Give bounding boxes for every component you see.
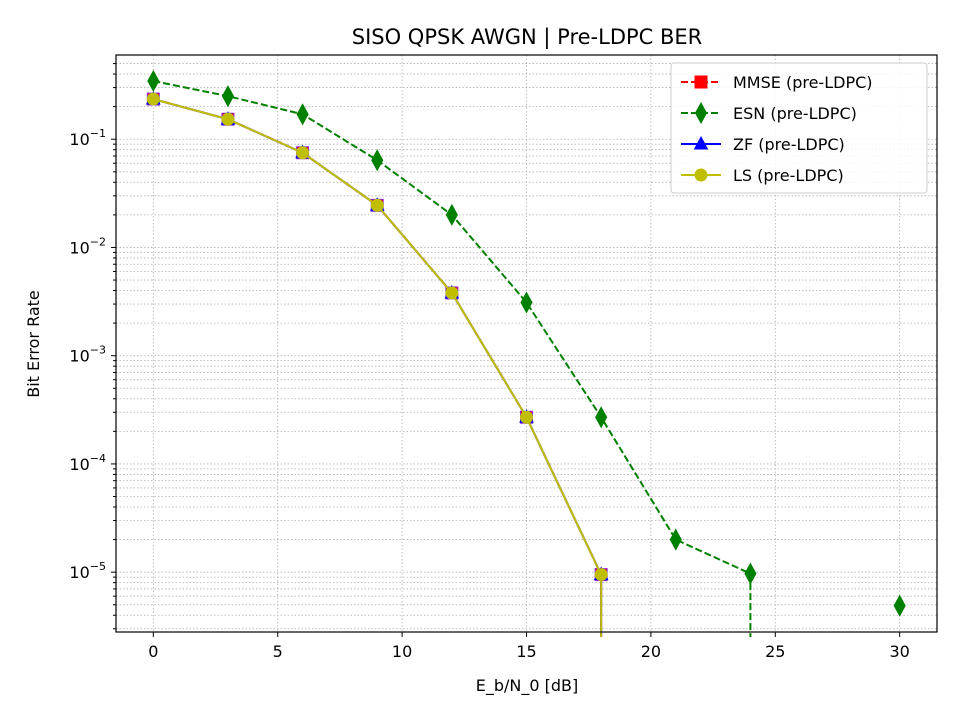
- series-layer: [145, 69, 906, 637]
- series-esn: [147, 69, 906, 637]
- y-tick-label: 10−2: [69, 235, 106, 257]
- data-point-marker: [594, 568, 608, 582]
- y-tick-label: 10−5: [69, 560, 106, 582]
- data-point-marker: [370, 198, 384, 212]
- legend: MMSE (pre-LDPC) ESN (pre-LDPC) ZF (pre-LDP…: [670, 62, 928, 194]
- plot-frame: [115, 54, 938, 633]
- x-tick-label: 20: [641, 642, 661, 661]
- data-point-marker: [371, 149, 384, 172]
- y-axis-label: Bit Error Rate: [24, 290, 43, 398]
- legend-label: ZF (pre-LDPC): [733, 135, 845, 154]
- series-ls: [146, 92, 608, 637]
- y-tick-label: 10−3: [69, 344, 106, 366]
- data-point-marker: [744, 562, 757, 585]
- data-point-marker: [221, 112, 235, 126]
- data-point-marker: [445, 286, 459, 300]
- series-line: [153, 98, 603, 637]
- data-point-marker: [520, 291, 533, 314]
- x-tick-label: 5: [273, 642, 283, 661]
- legend-label: ESN (pre-LDPC): [733, 104, 857, 123]
- data-point-marker: [296, 146, 310, 160]
- x-tick-label: 0: [148, 642, 158, 661]
- series-line: [153, 80, 752, 637]
- data-point-marker: [694, 75, 708, 89]
- x-tick-label: 25: [765, 642, 785, 661]
- data-point-marker: [146, 92, 160, 106]
- grid-layer: [116, 55, 937, 632]
- data-point-marker: [694, 168, 708, 182]
- y-tick-label: 10−4: [69, 452, 106, 474]
- legend-item: MMSE (pre-LDPC): [681, 73, 873, 92]
- legend-label: MMSE (pre-LDPC): [733, 73, 873, 92]
- data-point-marker: [693, 135, 709, 150]
- x-tick-label: 15: [516, 642, 536, 661]
- x-axis-label: E_b/N_0 [dB]: [476, 676, 579, 696]
- legend-label: LS (pre-LDPC): [733, 166, 844, 185]
- legend-item: ESN (pre-LDPC): [681, 101, 857, 125]
- legend-item: ZF (pre-LDPC): [681, 135, 845, 154]
- data-point-marker: [296, 103, 309, 126]
- y-tick-label: 10−1: [69, 127, 106, 149]
- chart-title: SISO QPSK AWGN | Pre-LDPC BER: [352, 25, 703, 50]
- data-point-marker: [520, 410, 533, 424]
- legend-item: LS (pre-LDPC): [681, 166, 844, 185]
- data-point-marker: [221, 85, 235, 108]
- x-tick-label: 10: [392, 642, 412, 661]
- x-tick-label: 30: [890, 642, 910, 661]
- data-point-marker: [893, 594, 906, 617]
- data-point-marker: [694, 101, 708, 125]
- data-point-marker: [669, 528, 682, 551]
- ticks-layer: 0 5 10 15 20 25 30 10−5 10−4 10−3 10−2 10−1: [69, 63, 910, 661]
- legend-box: [670, 62, 928, 194]
- data-point-marker: [445, 203, 458, 226]
- data-point-marker: [595, 406, 608, 429]
